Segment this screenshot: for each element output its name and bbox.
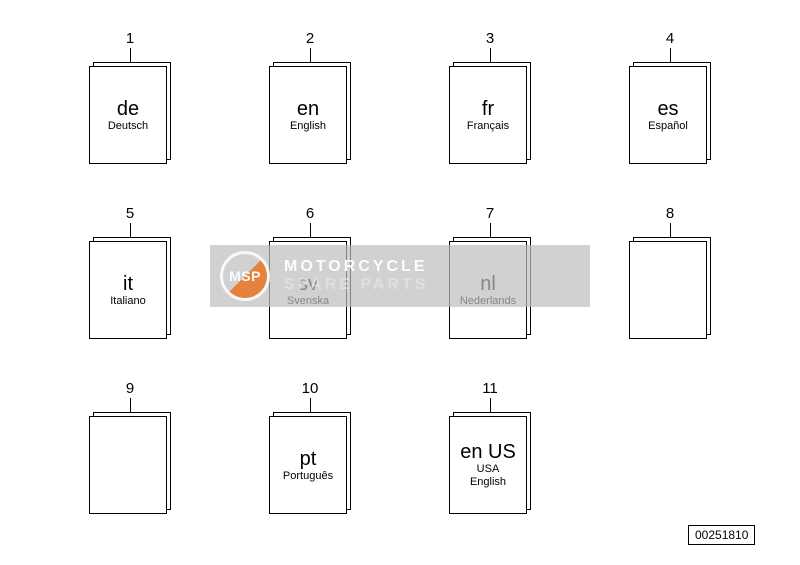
lang-code: en (297, 98, 319, 120)
lang-name: USAEnglish (470, 463, 506, 489)
diagram-item: 4 esEspañol (610, 30, 730, 164)
lang-code: de (117, 98, 139, 120)
leader-line (490, 48, 491, 62)
lang-code: it (123, 273, 133, 295)
book-icon: deDeutsch (89, 62, 171, 164)
book-front-page: deDeutsch (89, 66, 167, 164)
book-icon (89, 412, 171, 514)
lang-code: fr (482, 98, 494, 120)
book-icon: nlNederlands (449, 237, 531, 339)
book-front-page (89, 416, 167, 514)
lang-name: Nederlands (460, 295, 516, 308)
item-number: 7 (430, 205, 550, 223)
leader-line (490, 398, 491, 412)
lang-name: English (290, 120, 326, 133)
leader-line (130, 48, 131, 62)
lang-name: Italiano (110, 295, 145, 308)
leader-line (490, 223, 491, 237)
item-number: 3 (430, 30, 550, 48)
item-number: 11 (430, 380, 550, 398)
lang-name: Português (283, 470, 333, 483)
book-front-page: en USUSAEnglish (449, 416, 527, 514)
leader-line (130, 398, 131, 412)
book-front-page: nlNederlands (449, 241, 527, 339)
lang-name: Español (648, 120, 688, 133)
diagram-item: 2 enEnglish (250, 30, 370, 164)
parts-diagram: 1 deDeutsch 2 enEnglish 3 frFrançais 4 esEspaño… (0, 0, 800, 565)
diagram-item: 3 frFrançais (430, 30, 550, 164)
diagram-item: 7 nlNederlands (430, 205, 550, 339)
item-number: 6 (250, 205, 370, 223)
lang-name: Deutsch (108, 120, 148, 133)
lang-code: es (657, 98, 678, 120)
book-front-page: ptPortuguês (269, 416, 347, 514)
diagram-item: 6 svSvenska (250, 205, 370, 339)
item-number: 4 (610, 30, 730, 48)
book-icon: enEnglish (269, 62, 351, 164)
book-icon: en USUSAEnglish (449, 412, 531, 514)
diagram-item: 5 itItaliano (70, 205, 190, 339)
leader-line (310, 48, 311, 62)
book-icon: ptPortuguês (269, 412, 351, 514)
diagram-id: 00251810 (695, 528, 748, 542)
diagram-item: 8 (610, 205, 730, 339)
book-icon: itItaliano (89, 237, 171, 339)
leader-line (130, 223, 131, 237)
book-front-page: frFrançais (449, 66, 527, 164)
book-icon: frFrançais (449, 62, 531, 164)
item-number: 8 (610, 205, 730, 223)
leader-line (310, 223, 311, 237)
item-number: 5 (70, 205, 190, 223)
item-number: 10 (250, 380, 370, 398)
leader-line (670, 223, 671, 237)
lang-code: pt (300, 448, 317, 470)
book-front-page (629, 241, 707, 339)
book-icon (629, 237, 711, 339)
book-icon: esEspañol (629, 62, 711, 164)
diagram-id-box: 00251810 (688, 525, 755, 545)
book-icon: svSvenska (269, 237, 351, 339)
book-front-page: itItaliano (89, 241, 167, 339)
lang-code: sv (298, 273, 318, 295)
leader-line (670, 48, 671, 62)
item-number: 9 (70, 380, 190, 398)
lang-name: Svenska (287, 295, 329, 308)
lang-code: en US (460, 441, 516, 463)
diagram-item: 1 deDeutsch (70, 30, 190, 164)
lang-name: Français (467, 120, 509, 133)
diagram-item: 10 ptPortuguês (250, 380, 370, 514)
diagram-item: 9 (70, 380, 190, 514)
book-front-page: esEspañol (629, 66, 707, 164)
book-front-page: svSvenska (269, 241, 347, 339)
book-front-page: enEnglish (269, 66, 347, 164)
leader-line (310, 398, 311, 412)
lang-code: nl (480, 273, 496, 295)
item-number: 2 (250, 30, 370, 48)
item-number: 1 (70, 30, 190, 48)
diagram-item: 11 en USUSAEnglish (430, 380, 550, 514)
